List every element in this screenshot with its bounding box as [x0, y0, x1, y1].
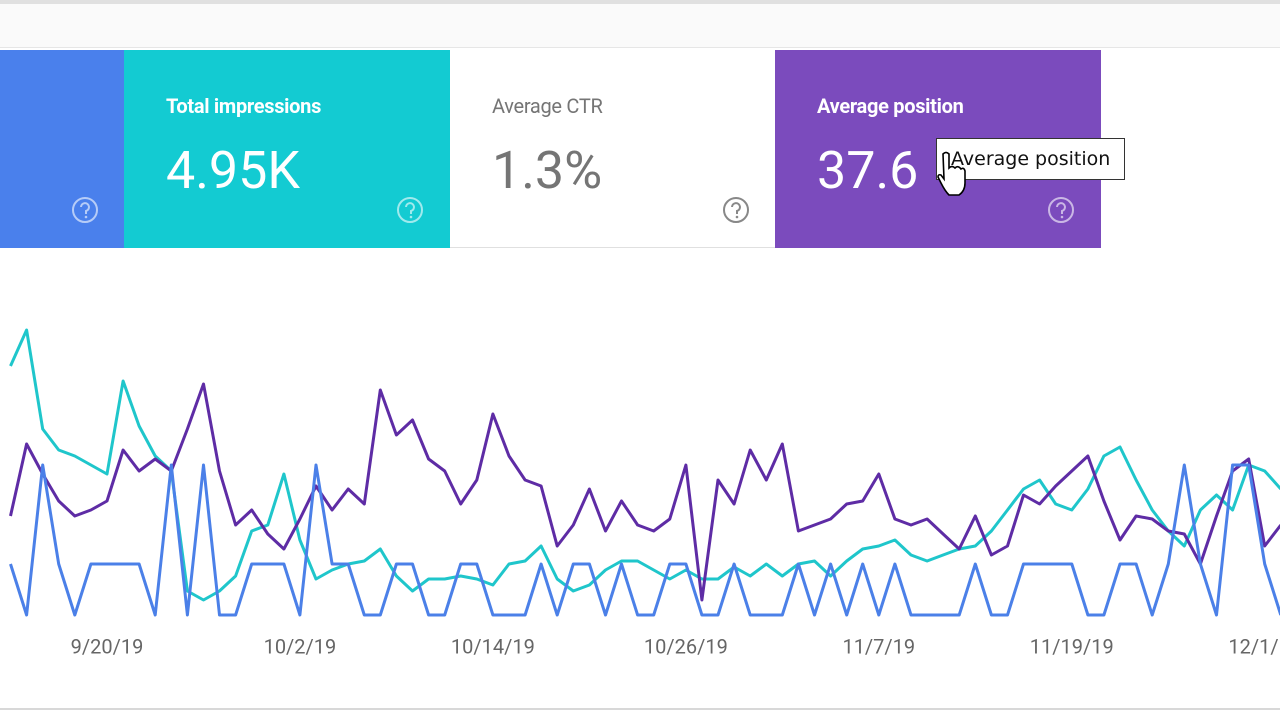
card-value: 4.95K	[166, 140, 301, 201]
x-tick-label: 10/26/19	[644, 634, 728, 658]
tooltip: Average position	[936, 138, 1125, 180]
x-tick-label: 11/7/19	[842, 634, 915, 658]
ctr-card[interactable]: Average CTR 1.3%	[450, 50, 775, 248]
series-line	[9, 382, 1280, 602]
help-icon[interactable]	[1047, 196, 1075, 224]
card-title: Total impressions	[166, 94, 322, 118]
card-value: 1.3%	[492, 140, 603, 201]
x-tick-label: 12/1/19	[1228, 634, 1280, 658]
x-tick-label: 10/14/19	[451, 634, 535, 658]
cursor	[937, 151, 966, 196]
card-title: Average position	[817, 94, 964, 118]
x-tick-label: 11/19/19	[1030, 634, 1114, 658]
series-line	[9, 328, 1280, 602]
top-bar	[0, 0, 1280, 48]
card-value: 37.6	[817, 140, 919, 201]
help-icon[interactable]	[396, 196, 424, 224]
card-title: Average CTR	[492, 94, 603, 118]
clicks-card[interactable]	[0, 50, 124, 248]
x-tick-label: 9/20/19	[71, 634, 144, 658]
help-icon[interactable]	[722, 196, 750, 224]
series-line	[9, 463, 1280, 617]
x-tick-label: 10/2/19	[264, 634, 337, 658]
help-icon[interactable]	[71, 196, 99, 224]
impressions-card[interactable]: Total impressions 4.95K	[124, 50, 450, 248]
